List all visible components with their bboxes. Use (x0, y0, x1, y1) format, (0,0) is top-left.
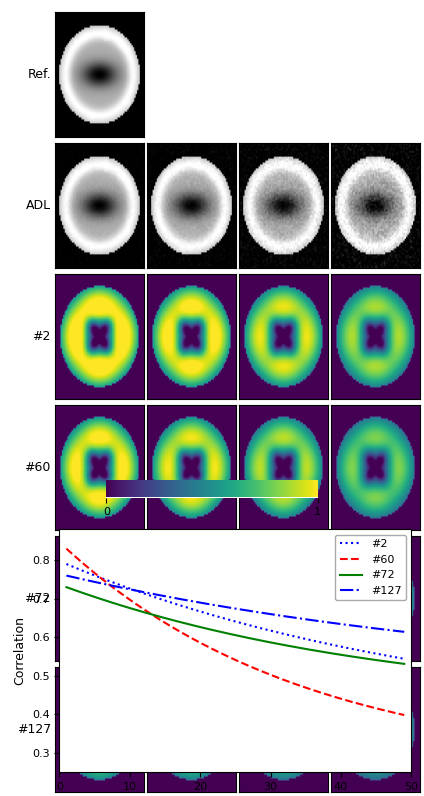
Text: #2: #2 (33, 330, 51, 343)
Text: #127: #127 (17, 723, 51, 736)
Text: #60: #60 (25, 461, 51, 474)
Text: #72: #72 (25, 592, 51, 605)
Text: ADL: ADL (26, 199, 51, 212)
Legend: #2, #60, #72, #127: #2, #60, #72, #127 (335, 535, 406, 600)
Y-axis label: Correlation: Correlation (13, 616, 26, 685)
Text: Ref.: Ref. (27, 68, 51, 81)
